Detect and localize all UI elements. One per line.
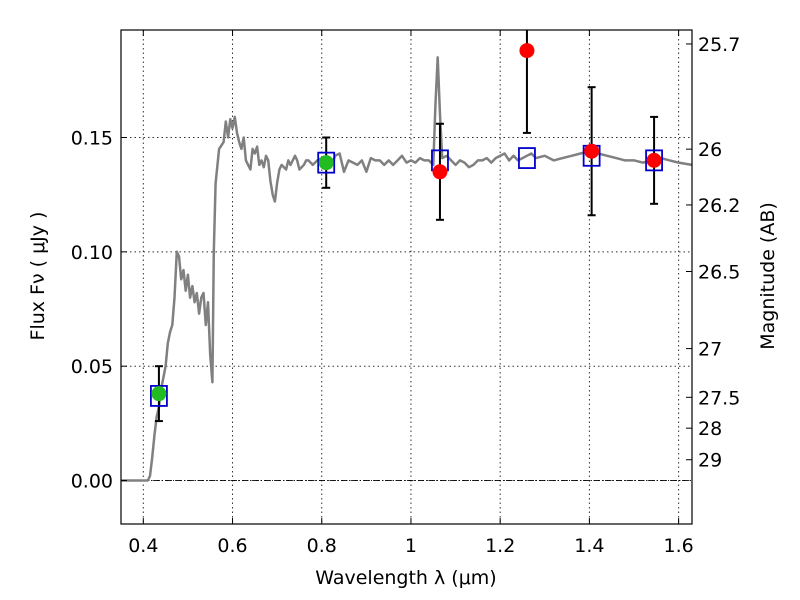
y-axis-title: Flux Fν ( μJy )	[27, 212, 49, 341]
model-sed-curve	[121, 56, 693, 482]
right-tick-label: 25.7	[698, 34, 740, 56]
x-tick-label: 1.6	[664, 535, 694, 557]
x-axis-title: Wavelength λ (μm)	[315, 567, 496, 589]
observed-point-red	[584, 143, 600, 159]
right-tick-label: 29	[698, 450, 722, 472]
right-tick-label: 28	[698, 418, 722, 440]
observed-point-green	[151, 386, 167, 402]
x-tick-label: 0.4	[128, 535, 158, 557]
grid	[121, 30, 692, 524]
x-tick-label: 1	[405, 535, 417, 557]
observed-point-red	[519, 43, 535, 59]
y-tick-label: 0.00	[71, 471, 113, 493]
observed-point-green	[318, 155, 334, 171]
model-square-markers	[150, 144, 663, 407]
y-tick-label: 0.15	[71, 127, 113, 149]
error-bars	[154, 30, 659, 423]
right-tick-label: 26.5	[698, 262, 740, 284]
observed-point-red	[646, 152, 662, 168]
model-square-marker	[518, 147, 536, 169]
x-tick-label: 0.8	[307, 535, 337, 557]
x-tick-label: 1.4	[574, 535, 604, 557]
x-tick-label: 0.6	[217, 535, 247, 557]
model-square-marker	[150, 385, 168, 407]
y-axis-right-title: Magnitude (AB)	[757, 202, 779, 350]
tick-labels: 0.4 0.6 0.8 1 1.2 1.4 1.6 0.00 0.05 0.10 0.15 25.7 2…	[71, 34, 741, 557]
observed-markers	[151, 43, 662, 402]
right-tick-label: 27.5	[698, 387, 740, 409]
x-tick-label: 1.2	[485, 535, 515, 557]
model-square-marker	[317, 151, 336, 174]
right-tick-label: 27	[698, 339, 722, 361]
y-tick-label: 0.10	[71, 242, 113, 264]
y-tick-label: 0.05	[71, 356, 113, 378]
right-tick-label: 26	[698, 139, 722, 161]
axis-ticks	[121, 30, 692, 524]
plot-frame	[120, 29, 693, 525]
right-tick-label: 26.2	[698, 195, 740, 217]
model-square-marker	[645, 149, 663, 172]
model-sed-line	[121, 56, 693, 482]
observed-point-red	[432, 164, 448, 180]
